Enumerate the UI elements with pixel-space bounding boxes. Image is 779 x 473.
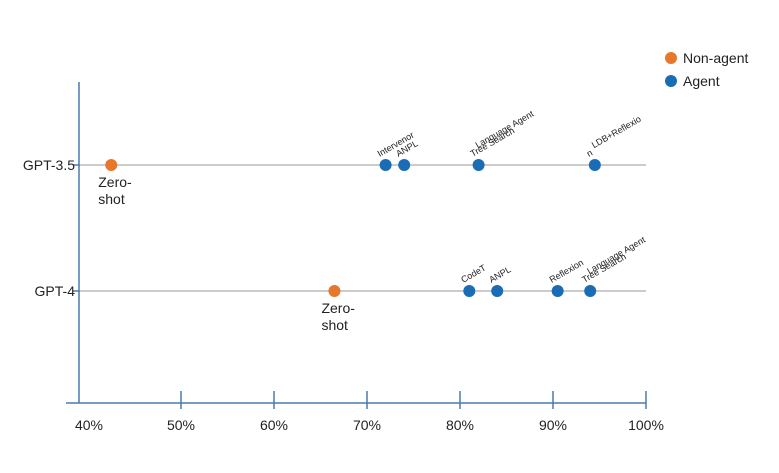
x-axis: 40% 50% 60% 70% 80% 90% 100%	[66, 82, 664, 433]
agent-point	[472, 159, 485, 171]
x-tick-label: 40%	[75, 417, 103, 433]
point-label: LDB+Reflexio	[590, 114, 643, 150]
x-tick-label: 50%	[167, 417, 195, 433]
x-tick-label: 80%	[446, 417, 474, 433]
x-tick-label: 90%	[539, 417, 567, 433]
agent-point	[379, 159, 392, 171]
point-label: n	[585, 148, 594, 159]
legend-marker	[665, 75, 677, 87]
legend-item-non-agent: Non-agent	[665, 50, 748, 66]
non-agent-point	[328, 285, 341, 297]
legend-label: Non-agent	[683, 50, 748, 66]
legend-marker	[665, 52, 677, 64]
agent-point	[551, 285, 564, 297]
data-point-group: CodeT	[459, 262, 488, 297]
point-label: Reflexion	[548, 257, 586, 284]
x-tick-label: 60%	[260, 417, 288, 433]
legend-label: Agent	[683, 73, 720, 89]
point-label: ANPL	[487, 264, 512, 284]
data-point-group: ANPL	[487, 264, 513, 297]
point-label: Zero-	[98, 174, 132, 190]
agent-point	[463, 285, 476, 297]
agent-point	[588, 159, 601, 171]
agent-point	[398, 159, 411, 171]
row-labels: GPT-3.5 GPT-4	[23, 157, 75, 299]
point-label: CodeT	[459, 262, 488, 284]
point-label: shot	[98, 191, 125, 207]
row-label-gpt-4: GPT-4	[35, 283, 76, 299]
x-tick-label: 70%	[353, 417, 381, 433]
agent-point	[491, 285, 504, 297]
x-tick-label: 100%	[628, 417, 664, 433]
row-lines	[73, 164, 646, 292]
data-point-group: LDB+Reflexion	[585, 114, 643, 171]
data-point-group: Zero-shot	[321, 285, 355, 333]
point-label: shot	[321, 317, 348, 333]
row-label-gpt-3-5: GPT-3.5	[23, 157, 75, 173]
agent-point	[584, 285, 597, 297]
point-label: Zero-	[321, 300, 355, 316]
legend-item-agent: Agent	[665, 73, 720, 89]
legend: Non-agent Agent	[665, 50, 748, 89]
data-point-group: Zero-shot	[98, 159, 132, 207]
non-agent-point	[105, 159, 118, 171]
